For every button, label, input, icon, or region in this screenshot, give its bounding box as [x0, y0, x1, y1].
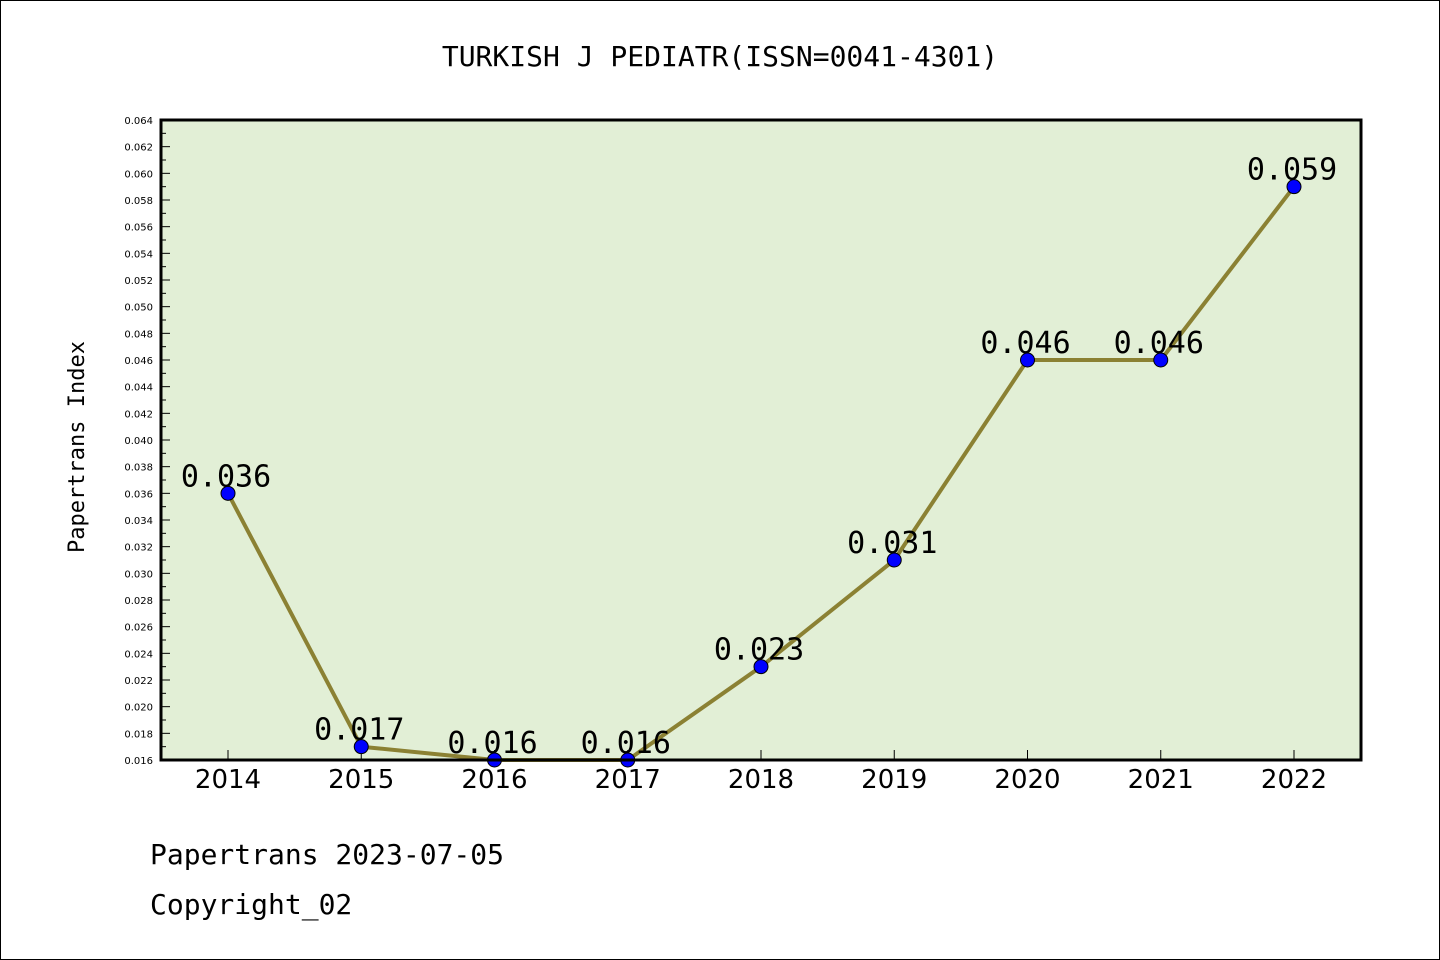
- data-label: 0.046: [1114, 326, 1204, 361]
- x-tick-label: 2017: [595, 765, 661, 795]
- x-tick-label: 2014: [195, 765, 261, 795]
- x-tick-label: 2015: [328, 765, 394, 795]
- x-axis-ticks: 2014 2015 2016 2017 2018 2019 2020 2021 2022: [195, 750, 1327, 795]
- footer-date: Papertrans 2023-07-05: [150, 838, 504, 871]
- y-tick-label: 0.042: [124, 409, 153, 420]
- plot-border: [159, 118, 1363, 762]
- y-tick-label: 0.064: [124, 116, 153, 127]
- x-tick-label: 2022: [1261, 765, 1327, 795]
- y-axis-label: Papertrans Index: [65, 341, 90, 553]
- y-tick-label: 0.024: [124, 649, 153, 660]
- y-tick-label: 0.048: [124, 329, 153, 340]
- y-tick-label: 0.036: [124, 489, 153, 500]
- y-tick-label: 0.052: [124, 276, 153, 287]
- y-tick-label: 0.026: [124, 623, 153, 634]
- y-tick-label: 0.046: [124, 356, 153, 367]
- data-label: 0.059: [1247, 153, 1337, 188]
- y-tick-label: 0.016: [124, 756, 153, 767]
- x-tick-label: 2016: [461, 765, 527, 795]
- data-point: [353, 739, 369, 755]
- data-markers: [220, 179, 1302, 768]
- y-tick-label: 0.056: [124, 223, 153, 234]
- data-point: [1286, 179, 1302, 195]
- data-label: 0.016: [447, 726, 537, 761]
- data-label: 0.031: [847, 526, 937, 561]
- y-tick-label: 0.038: [124, 463, 153, 474]
- y-tick-label: 0.050: [124, 303, 153, 314]
- data-point: [1153, 352, 1169, 368]
- plot-area: [161, 120, 1361, 760]
- x-tick-label: 2018: [728, 765, 794, 795]
- x-tick-label: 2021: [1128, 765, 1194, 795]
- y-tick-label: 0.044: [124, 383, 153, 394]
- y-axis-ticks: 0.016 0.018 0.020 0.022 0.024 0.026 0.028 0.030…: [124, 116, 170, 767]
- y-tick-label: 0.060: [124, 169, 153, 180]
- data-labels: 0.036 0.017 0.016 0.016 0.023 0.031 0.046 0.046…: [181, 153, 1337, 761]
- footer-copyright: Copyright_02: [150, 888, 352, 922]
- data-point: [753, 659, 769, 675]
- data-label: 0.023: [714, 633, 804, 668]
- y-tick-label: 0.032: [124, 543, 153, 554]
- x-tick-label: 2019: [861, 765, 927, 795]
- data-label: 0.046: [980, 326, 1070, 361]
- data-point: [886, 552, 902, 568]
- chart-title: TURKISH J PEDIATR(ISSN=0041-4301): [442, 40, 998, 73]
- data-point: [220, 485, 236, 501]
- data-point: [1020, 352, 1035, 368]
- data-label: 0.016: [581, 726, 671, 761]
- y-tick-label: 0.054: [124, 249, 153, 260]
- y-tick-label: 0.034: [124, 516, 153, 527]
- y-tick-label: 0.062: [124, 143, 153, 154]
- data-label: 0.017: [314, 713, 404, 748]
- data-label: 0.036: [181, 459, 271, 494]
- y-tick-label: 0.022: [124, 676, 153, 687]
- y-tick-label: 0.030: [124, 569, 153, 580]
- x-tick-label: 2020: [994, 765, 1060, 795]
- y-tick-label: 0.040: [124, 436, 153, 447]
- y-tick-label: 0.058: [124, 196, 153, 207]
- y-tick-label: 0.018: [124, 729, 153, 740]
- y-tick-label: 0.020: [124, 703, 153, 714]
- y-tick-label: 0.028: [124, 596, 153, 607]
